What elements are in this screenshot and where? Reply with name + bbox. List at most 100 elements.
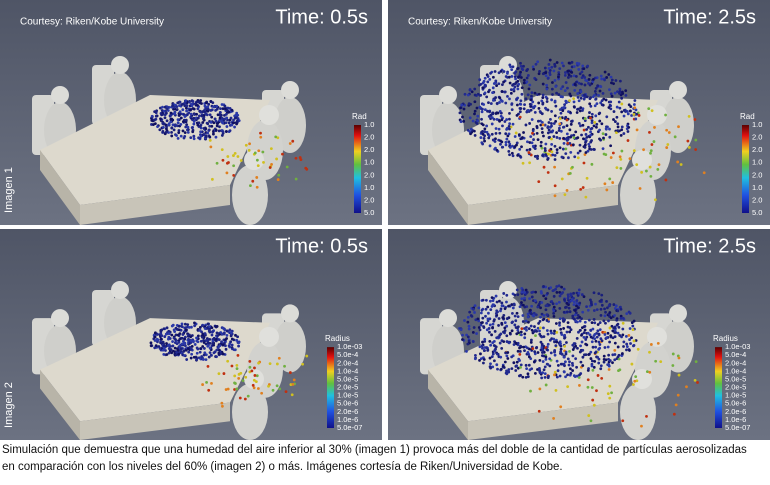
particle [537, 92, 541, 96]
particle [631, 324, 635, 328]
particle [484, 314, 487, 318]
particle [179, 134, 183, 138]
particle [229, 340, 233, 344]
particle [628, 349, 631, 352]
particle [620, 96, 624, 100]
particle [621, 327, 625, 331]
particle [472, 326, 476, 329]
particle [514, 369, 518, 372]
particle [594, 302, 597, 306]
particle [576, 92, 580, 95]
particle [483, 108, 487, 112]
particle [236, 155, 240, 158]
particle [203, 104, 207, 108]
particle [196, 123, 200, 127]
head [632, 369, 652, 390]
particle [540, 335, 544, 339]
colorbar-label: 5.0e-4 [725, 350, 746, 359]
particle [527, 363, 531, 367]
particle [510, 151, 514, 155]
particle [538, 110, 542, 113]
particle [500, 304, 504, 308]
particle [635, 128, 639, 132]
particle [516, 349, 520, 353]
particle [461, 333, 464, 337]
particle [519, 102, 523, 106]
particle [480, 344, 484, 348]
particle [204, 358, 208, 361]
particle [565, 124, 569, 127]
particle [568, 360, 571, 364]
particle [509, 88, 513, 92]
particle [525, 76, 529, 80]
particle [202, 117, 205, 121]
particle [555, 302, 558, 306]
particle [558, 374, 562, 378]
particle [277, 356, 281, 360]
particle [473, 112, 476, 116]
particle [495, 300, 499, 304]
particle [545, 87, 549, 91]
particle [235, 111, 239, 115]
particle [555, 285, 559, 288]
particle [503, 307, 507, 311]
particle [590, 359, 594, 363]
particle [550, 137, 553, 141]
particle [601, 330, 605, 334]
particle [546, 171, 550, 174]
particle [559, 350, 563, 354]
particle [557, 129, 561, 132]
particle [568, 310, 572, 314]
particle [544, 308, 548, 312]
particle [477, 306, 481, 310]
particle [531, 131, 534, 135]
particle [511, 320, 514, 324]
particle [592, 318, 596, 321]
particle [237, 372, 241, 376]
particle [648, 350, 651, 354]
particle [676, 354, 680, 358]
particle [579, 360, 583, 364]
particle [531, 290, 535, 294]
particle [575, 336, 579, 340]
particle [593, 148, 596, 151]
particle [176, 333, 180, 337]
particle [565, 341, 568, 344]
colorbar-label: 1.0e-5 [725, 391, 746, 400]
particle [568, 330, 572, 334]
particle [530, 338, 533, 342]
particle [540, 346, 544, 349]
particle [550, 110, 553, 113]
particle [222, 372, 226, 375]
particle [589, 350, 593, 354]
particle [217, 348, 221, 352]
particle [527, 87, 531, 91]
particle [507, 368, 511, 371]
particle [171, 344, 175, 348]
particle [555, 330, 559, 334]
particle [179, 116, 183, 120]
particle [459, 106, 462, 110]
particle [528, 102, 532, 106]
particle [558, 323, 561, 327]
particle [201, 345, 205, 348]
particle [479, 323, 483, 327]
particle [508, 153, 511, 157]
table-front [40, 369, 80, 440]
colorbar-label: 5.0e-07 [337, 423, 362, 432]
particle [588, 111, 591, 114]
particle [587, 414, 591, 417]
particle [220, 340, 223, 344]
particle [541, 82, 545, 86]
particle [195, 339, 199, 343]
particle [214, 119, 218, 123]
particle [561, 125, 565, 129]
particle [607, 73, 611, 76]
particle [554, 119, 558, 123]
particle [627, 334, 631, 337]
particle [559, 342, 562, 346]
particle [640, 170, 644, 174]
particle [536, 351, 540, 354]
particle [554, 287, 558, 291]
